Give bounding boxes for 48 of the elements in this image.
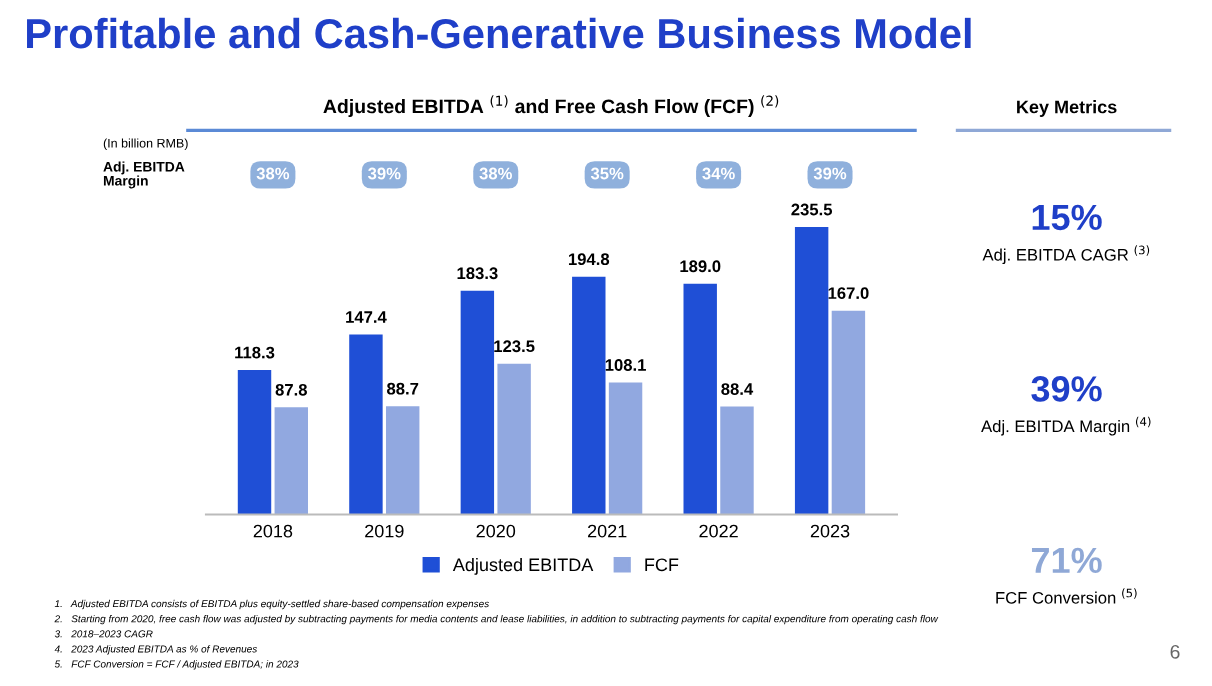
x-tick-label: 2020 bbox=[476, 524, 516, 538]
x-tick-label: 2023 bbox=[810, 524, 850, 538]
bar bbox=[608, 382, 643, 515]
bar bbox=[237, 370, 272, 515]
text: 35% bbox=[590, 167, 624, 180]
text: 34% bbox=[702, 167, 735, 180]
data-label: 88.4 bbox=[721, 383, 754, 395]
text: Adj. EBITDA Margin $^{(4)}$ bbox=[981, 416, 1151, 436]
text: FCF Conversion $^{(5)}$ bbox=[996, 588, 1137, 604]
bar bbox=[794, 227, 829, 515]
bar bbox=[720, 406, 754, 515]
text: 39% bbox=[368, 167, 401, 180]
text: 15% bbox=[1032, 204, 1102, 231]
text: 39% bbox=[1031, 376, 1102, 402]
text: 38% bbox=[256, 167, 290, 180]
bar bbox=[385, 406, 420, 515]
legend-label: Adjusted EBITDA bbox=[452, 557, 594, 575]
data-label: 147.4 bbox=[346, 311, 387, 323]
data-label: 118.3 bbox=[235, 346, 275, 359]
data-label: 189.0 bbox=[680, 260, 721, 273]
text: 71% bbox=[1031, 547, 1102, 574]
legend-label: FCF bbox=[645, 558, 679, 572]
data-label: 123.5 bbox=[494, 340, 535, 353]
bar bbox=[274, 407, 308, 515]
bar bbox=[460, 290, 495, 515]
data-label: 194.8 bbox=[568, 253, 610, 266]
bar bbox=[831, 310, 866, 515]
data-label: 183.3 bbox=[457, 267, 498, 280]
chart-title: Profitable and Cash-Generative Business Model bbox=[27, 17, 971, 49]
text: 38% bbox=[479, 167, 512, 180]
bar bbox=[349, 334, 383, 515]
data-label: 87.8 bbox=[275, 383, 307, 396]
bar bbox=[572, 276, 606, 515]
x-tick-label: 2021 bbox=[588, 524, 627, 538]
chart-subtitle: Adjusted EBITDA $^{(1)}$ and Free Cash Flow (FCF) $^{(2)}$ bbox=[323, 95, 779, 118]
text: 39% bbox=[813, 167, 847, 180]
x-tick-label: 2018 bbox=[253, 524, 293, 538]
text: Key Metrics bbox=[1017, 100, 1117, 117]
data-label: 167.0 bbox=[828, 287, 869, 300]
x-tick-label: 2019 bbox=[365, 524, 404, 538]
bar bbox=[497, 363, 531, 515]
x-tick-label: 2022 bbox=[699, 524, 738, 538]
text: Adj. EBITDA CAGR $^{(3)}$ bbox=[982, 245, 1150, 265]
data-label: 88.7 bbox=[387, 382, 419, 395]
data-label: 235.5 bbox=[791, 203, 833, 216]
bar bbox=[683, 283, 717, 515]
data-label: 108.1 bbox=[605, 359, 646, 371]
text: 6 bbox=[1170, 644, 1180, 659]
